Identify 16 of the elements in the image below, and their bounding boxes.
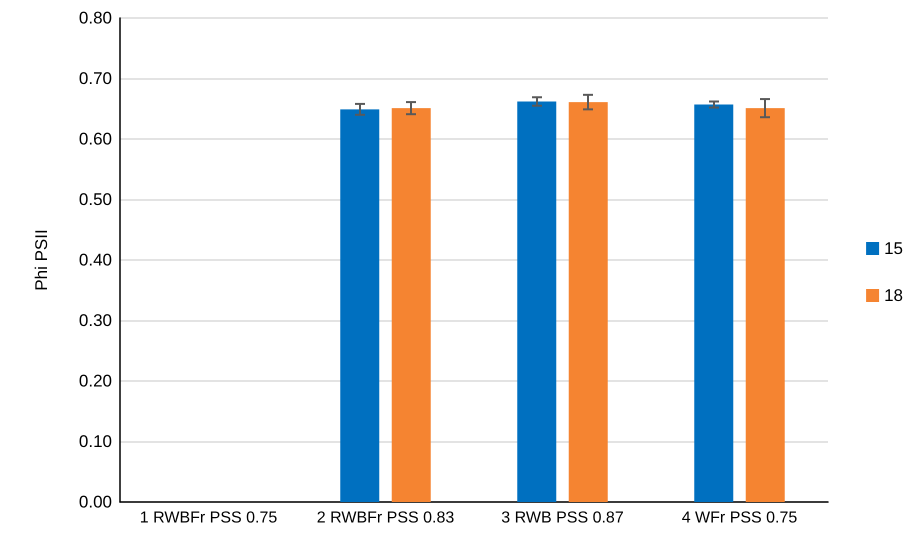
y-tick-label: 0.30 [78, 311, 112, 330]
y-tick-label: 0.10 [78, 432, 112, 451]
y-tick-label: 0.50 [78, 190, 112, 209]
y-tick-label: 0.40 [78, 250, 112, 270]
x-tick-label: 2 RWBFr PSS 0.83 [316, 510, 454, 526]
x-tick-label: 1 RWBFr PSS 0.75 [140, 510, 278, 526]
y-tick-label: 0.80 [78, 8, 112, 28]
x-tick-label: 4 WFr PSS 0.75 [682, 510, 798, 526]
x-tick-label: 3 RWB PSS 0.87 [501, 510, 624, 526]
y-tick-label: 0.60 [78, 130, 112, 148]
y-tick-label: 0.70 [78, 69, 112, 88]
y-tick-label: 0.20 [78, 372, 112, 390]
y-tick-label: 0.00 [78, 492, 112, 512]
legend-label: 15 [884, 239, 904, 258]
y-axis-title: Phi PSII [32, 229, 51, 291]
legend-label: 18 [884, 286, 904, 305]
